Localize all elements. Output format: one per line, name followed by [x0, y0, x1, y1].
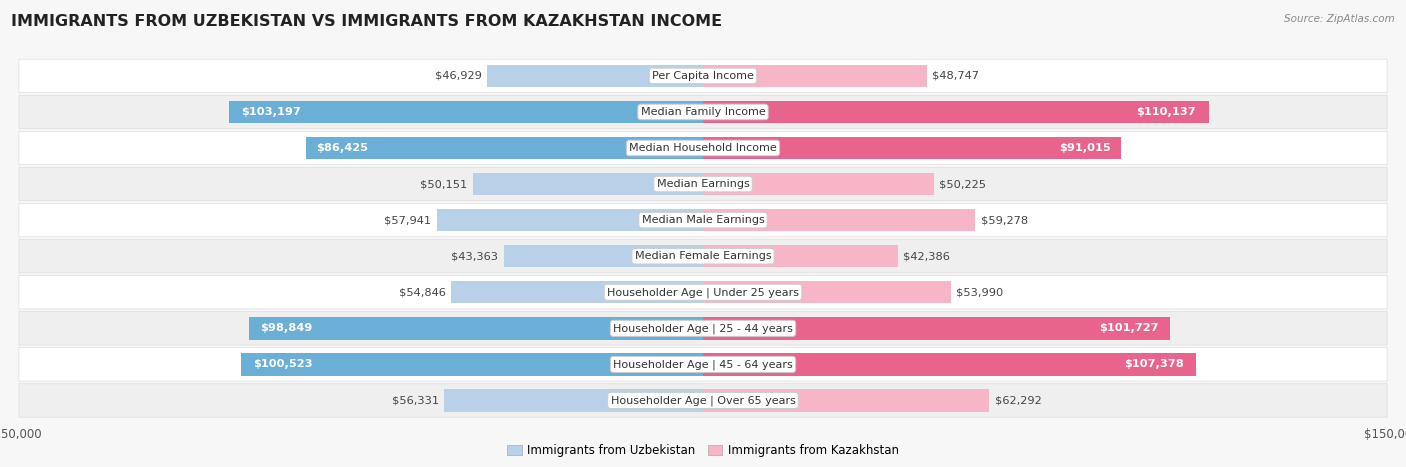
Text: Householder Age | Under 25 years: Householder Age | Under 25 years: [607, 287, 799, 297]
Legend: Immigrants from Uzbekistan, Immigrants from Kazakhstan: Immigrants from Uzbekistan, Immigrants f…: [503, 439, 903, 462]
Bar: [703, 245, 897, 268]
Bar: [703, 65, 927, 87]
Text: $100,523: $100,523: [253, 360, 312, 369]
Text: IMMIGRANTS FROM UZBEKISTAN VS IMMIGRANTS FROM KAZAKHSTAN INCOME: IMMIGRANTS FROM UZBEKISTAN VS IMMIGRANTS…: [11, 14, 723, 29]
Bar: [703, 317, 1170, 340]
Text: $48,747: $48,747: [932, 71, 980, 81]
Text: Median Household Income: Median Household Income: [628, 143, 778, 153]
Text: $62,292: $62,292: [994, 396, 1042, 405]
FancyBboxPatch shape: [18, 276, 1388, 309]
Bar: [703, 101, 1209, 123]
Bar: [242, 353, 703, 375]
FancyBboxPatch shape: [18, 59, 1388, 92]
Bar: [703, 173, 934, 195]
Text: $107,378: $107,378: [1125, 360, 1184, 369]
Text: Median Family Income: Median Family Income: [641, 107, 765, 117]
Text: $98,849: $98,849: [260, 323, 312, 333]
FancyBboxPatch shape: [18, 204, 1388, 237]
Text: $46,929: $46,929: [434, 71, 482, 81]
Bar: [249, 317, 703, 340]
FancyBboxPatch shape: [18, 240, 1388, 273]
Text: $101,727: $101,727: [1099, 323, 1159, 333]
Bar: [703, 389, 988, 411]
FancyBboxPatch shape: [18, 95, 1388, 128]
Text: $91,015: $91,015: [1059, 143, 1111, 153]
Text: $54,846: $54,846: [399, 287, 446, 297]
Text: Median Male Earnings: Median Male Earnings: [641, 215, 765, 225]
FancyBboxPatch shape: [18, 348, 1388, 381]
Text: Source: ZipAtlas.com: Source: ZipAtlas.com: [1284, 14, 1395, 24]
Bar: [488, 65, 703, 87]
Text: $110,137: $110,137: [1136, 107, 1197, 117]
Text: Median Earnings: Median Earnings: [657, 179, 749, 189]
Bar: [703, 353, 1197, 375]
Text: $50,151: $50,151: [420, 179, 467, 189]
Bar: [703, 209, 976, 231]
FancyBboxPatch shape: [18, 311, 1388, 345]
Text: $57,941: $57,941: [384, 215, 432, 225]
Text: $42,386: $42,386: [903, 251, 950, 261]
Bar: [437, 209, 703, 231]
Text: Householder Age | Over 65 years: Householder Age | Over 65 years: [610, 395, 796, 406]
Text: Householder Age | 25 - 44 years: Householder Age | 25 - 44 years: [613, 323, 793, 333]
Bar: [472, 173, 703, 195]
Bar: [444, 389, 703, 411]
Text: $86,425: $86,425: [316, 143, 368, 153]
Text: $59,278: $59,278: [981, 215, 1028, 225]
Text: $103,197: $103,197: [240, 107, 301, 117]
Bar: [503, 245, 703, 268]
FancyBboxPatch shape: [18, 131, 1388, 165]
FancyBboxPatch shape: [18, 167, 1388, 201]
Text: $50,225: $50,225: [939, 179, 986, 189]
Bar: [703, 281, 950, 304]
FancyBboxPatch shape: [18, 384, 1388, 417]
Text: Median Female Earnings: Median Female Earnings: [634, 251, 772, 261]
Bar: [307, 137, 703, 159]
Text: Per Capita Income: Per Capita Income: [652, 71, 754, 81]
Bar: [703, 137, 1121, 159]
Text: Householder Age | 45 - 64 years: Householder Age | 45 - 64 years: [613, 359, 793, 370]
Bar: [451, 281, 703, 304]
Text: $43,363: $43,363: [451, 251, 498, 261]
Text: $56,331: $56,331: [392, 396, 439, 405]
Text: $53,990: $53,990: [956, 287, 1004, 297]
Bar: [229, 101, 703, 123]
